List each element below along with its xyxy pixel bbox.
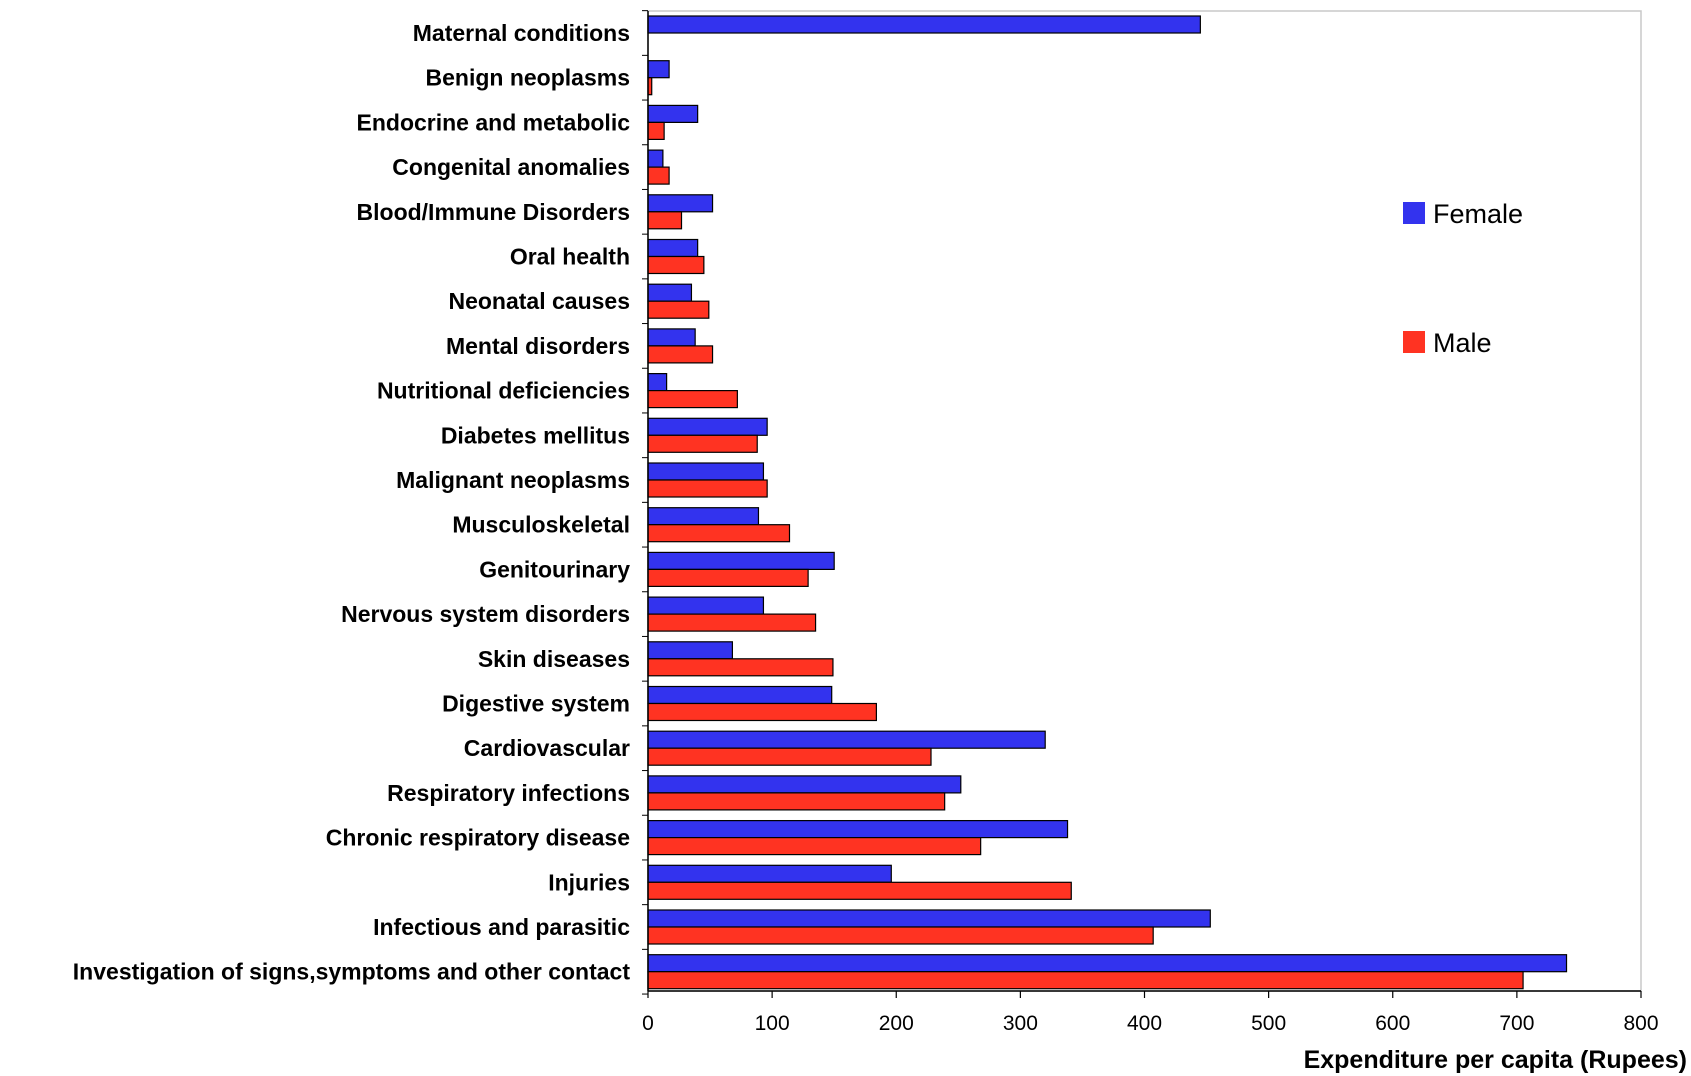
bar-female <box>647 462 765 481</box>
x-tick-label: 800 <box>1623 1012 1658 1035</box>
bar-female <box>647 328 696 347</box>
bar-female <box>647 507 760 526</box>
bar-male <box>647 926 1154 945</box>
bar-male <box>647 345 714 364</box>
x-tick-label: 300 <box>1003 1012 1038 1035</box>
bar-female <box>647 104 699 124</box>
bar-female <box>647 864 892 883</box>
category-label: Diabetes mellitus <box>441 422 630 448</box>
bar-female <box>647 238 699 258</box>
bar-female <box>647 551 835 571</box>
category-label: Chronic respiratory disease <box>326 825 630 851</box>
bar-female <box>647 60 670 79</box>
bar-female <box>647 685 833 705</box>
category-label: Genitourinary <box>479 556 630 582</box>
bar-female <box>647 596 765 615</box>
category-label: Oral health <box>510 244 630 270</box>
bar-male <box>647 479 768 498</box>
category-label: Malignant neoplasms <box>396 467 630 493</box>
legend-label-male: Male <box>1433 328 1492 358</box>
bar-male <box>647 211 683 230</box>
bar-male <box>647 390 738 409</box>
bar-female <box>647 15 1201 34</box>
category-label: Injuries <box>548 869 630 895</box>
category-label: Nervous system disorders <box>341 601 630 627</box>
bar-female <box>647 283 693 302</box>
category-label: Investigation of signs,symptoms and othe… <box>73 959 631 985</box>
bar-female <box>647 373 668 392</box>
legend-swatch-female <box>1403 202 1425 224</box>
bar-male <box>647 166 670 185</box>
category-label: Infectious and parasitic <box>373 914 630 940</box>
legend-label-female: Female <box>1433 199 1523 229</box>
bar-male <box>647 836 982 856</box>
bar-male <box>647 971 1524 990</box>
category-label: Benign neoplasms <box>426 65 630 91</box>
bar-male <box>647 121 665 141</box>
category-labels: Maternal conditions Benign neoplasms Endoc… <box>73 20 631 985</box>
x-tick-label: 600 <box>1375 1012 1410 1035</box>
category-label: Maternal conditions <box>413 20 630 46</box>
x-axis-title: Expenditure per capita (Rupees) <box>1304 1046 1687 1074</box>
category-label: Endocrine and metabolic <box>357 109 631 135</box>
bar-male <box>647 434 758 453</box>
category-label: Blood/Immune Disorders <box>357 199 630 225</box>
bar-male <box>647 524 791 543</box>
bar-male <box>647 747 932 766</box>
x-tick-label: 400 <box>1127 1012 1162 1035</box>
bar-male <box>647 702 877 722</box>
bar-female <box>647 819 1069 839</box>
legend-swatch-male <box>1403 331 1425 353</box>
category-label: Skin diseases <box>478 646 630 672</box>
x-tick-label: 100 <box>755 1012 790 1035</box>
x-tick-label: 700 <box>1499 1012 1534 1035</box>
bar-male <box>647 881 1072 900</box>
bar-female <box>647 909 1211 928</box>
category-label: Respiratory infections <box>387 780 630 806</box>
bar-male <box>647 613 817 632</box>
bar-female <box>647 149 664 168</box>
bar-female <box>647 730 1046 749</box>
bars-group <box>647 15 1568 990</box>
x-tick-label: 500 <box>1251 1012 1286 1035</box>
x-tick-label: 0 <box>642 1012 654 1035</box>
bar-female <box>647 641 734 660</box>
category-label: Congenital anomalies <box>392 154 630 180</box>
bar-female <box>647 775 962 794</box>
bar-male <box>647 792 946 811</box>
category-label: Cardiovascular <box>464 735 630 761</box>
bar-male <box>647 568 809 588</box>
category-label: Musculoskeletal <box>452 512 630 538</box>
category-label: Digestive system <box>442 691 630 717</box>
x-axis: 0 100 200 300 400 500 600 700 800 <box>642 10 1659 1035</box>
x-tick-label: 200 <box>879 1012 914 1035</box>
bar-female <box>647 417 768 436</box>
legend: Female Male <box>1403 199 1523 358</box>
bar-male <box>647 658 834 677</box>
bar-female <box>647 194 714 213</box>
bar-male <box>647 300 710 319</box>
category-label: Nutritional deficiencies <box>377 378 630 404</box>
bar-male <box>647 255 705 275</box>
category-label: Neonatal causes <box>448 288 630 314</box>
bar-female <box>647 954 1568 973</box>
category-label: Mental disorders <box>446 333 630 359</box>
